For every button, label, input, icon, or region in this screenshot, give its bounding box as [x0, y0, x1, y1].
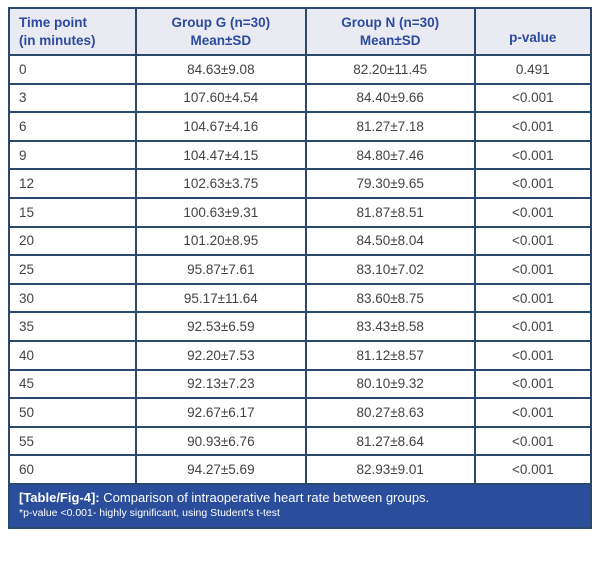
cell-p-value: <0.001: [473, 368, 593, 400]
cell-group-n: 80.10±9.32: [304, 368, 476, 400]
cell-time-point: 6: [8, 111, 137, 142]
cell-group-g: 100.63±9.31: [134, 196, 307, 228]
table-body: 0 84.63±9.08 82.20±11.45 0.491 3 107.60±4.54 8…: [8, 54, 593, 485]
table-row: 35 92.53±6.59 83.43±8.58 <0.001: [8, 311, 593, 342]
cell-p-value: <0.001: [473, 454, 593, 485]
table-row: 20 101.20±8.95 84.50±8.04 <0.001: [8, 225, 593, 257]
cell-group-g: 92.67±6.17: [134, 397, 307, 428]
cell-time-point: 35: [8, 311, 137, 342]
cell-p-value: <0.001: [473, 339, 593, 371]
table-row: 55 90.93±6.76 81.27±8.64 <0.001: [8, 425, 593, 457]
cell-time-point: 9: [8, 139, 137, 171]
col-header-group-g: Group G (n=30) Mean±SD: [134, 7, 307, 56]
table-row: 15 100.63±9.31 81.87±8.51 <0.001: [8, 196, 593, 228]
cell-group-g: 95.17±11.64: [134, 282, 307, 314]
table-row: 12 102.63±3.75 79.30±9.65 <0.001: [8, 168, 593, 199]
cell-p-value: <0.001: [473, 282, 593, 314]
caption-label: [Table/Fig-4]:: [19, 489, 100, 505]
cell-time-point: 45: [8, 368, 137, 400]
cell-time-point: 25: [8, 254, 137, 285]
cell-time-point: 55: [8, 425, 137, 457]
cell-group-g: 102.63±3.75: [134, 168, 307, 199]
table-row: 30 95.17±11.64 83.60±8.75 <0.001: [8, 282, 593, 314]
cell-group-g: 104.67±4.16: [134, 111, 307, 142]
heart-rate-table: Time point (in minutes) Group G (n=30) M…: [8, 7, 593, 485]
caption-title: Comparison of intraoperative heart rate …: [103, 489, 430, 505]
table-row: 45 92.13±7.23 80.10±9.32 <0.001: [8, 368, 593, 400]
cell-group-n: 80.27±8.63: [304, 397, 476, 428]
cell-group-n: 83.43±8.58: [304, 311, 476, 342]
col-header-p-value: p-value: [473, 7, 593, 56]
cell-p-value: <0.001: [473, 425, 593, 457]
table-row: 40 92.20±7.53 81.12±8.57 <0.001: [8, 339, 593, 371]
cell-group-n: 84.50±8.04: [304, 225, 476, 257]
cell-p-value: <0.001: [473, 311, 593, 342]
cell-p-value: <0.001: [473, 397, 593, 428]
cell-time-point: 15: [8, 196, 137, 228]
table-row: 3 107.60±4.54 84.40±9.66 <0.001: [8, 82, 593, 114]
cell-group-n: 81.12±8.57: [304, 339, 476, 371]
cell-time-point: 20: [8, 225, 137, 257]
cell-group-n: 82.93±9.01: [304, 454, 476, 485]
cell-group-n: 82.20±11.45: [304, 54, 476, 85]
cell-time-point: 60: [8, 454, 137, 485]
cell-group-g: 92.20±7.53: [134, 339, 307, 371]
cell-p-value: <0.001: [473, 82, 593, 114]
cell-group-g: 95.87±7.61: [134, 254, 307, 285]
table-row: 9 104.47±4.15 84.80±7.46 <0.001: [8, 139, 593, 171]
table-header: Time point (in minutes) Group G (n=30) M…: [8, 7, 593, 56]
caption-footnote: *p-value <0.001- highly significant, usi…: [19, 507, 280, 520]
cell-time-point: 3: [8, 82, 137, 114]
cell-group-n: 83.60±8.75: [304, 282, 476, 314]
cell-time-point: 50: [8, 397, 137, 428]
cell-p-value: 0.491: [473, 54, 593, 85]
cell-group-g: 107.60±4.54: [134, 82, 307, 114]
cell-group-g: 94.27±5.69: [134, 454, 307, 485]
caption-title-line: [Table/Fig-4]: Comparison of intraoperat…: [19, 490, 581, 506]
cell-time-point: 0: [8, 54, 137, 85]
cell-group-n: 81.27±8.64: [304, 425, 476, 457]
table-row: 25 95.87±7.61 83.10±7.02 <0.001: [8, 254, 593, 285]
cell-group-g: 92.13±7.23: [134, 368, 307, 400]
cell-group-g: 92.53±6.59: [134, 311, 307, 342]
cell-time-point: 12: [8, 168, 137, 199]
col-header-group-n: Group N (n=30) Mean±SD: [304, 7, 476, 56]
cell-group-n: 81.87±8.51: [304, 196, 476, 228]
cell-p-value: <0.001: [473, 111, 593, 142]
cell-p-value: <0.001: [473, 225, 593, 257]
col-header-time-point: Time point (in minutes): [8, 7, 137, 56]
cell-time-point: 30: [8, 282, 137, 314]
table-row: 60 94.27±5.69 82.93±9.01 <0.001: [8, 454, 593, 485]
cell-p-value: <0.001: [473, 196, 593, 228]
table-row: 50 92.67±6.17 80.27±8.63 <0.001: [8, 397, 593, 428]
cell-group-g: 90.93±6.76: [134, 425, 307, 457]
cell-p-value: <0.001: [473, 168, 593, 199]
table-row: 6 104.67±4.16 81.27±7.18 <0.001: [8, 111, 593, 142]
cell-group-g: 84.63±9.08: [134, 54, 307, 85]
header-row: Time point (in minutes) Group G (n=30) M…: [8, 7, 593, 56]
cell-p-value: <0.001: [473, 139, 593, 171]
cell-group-n: 81.27±7.18: [304, 111, 476, 142]
cell-group-n: 83.10±7.02: [304, 254, 476, 285]
table-row: 0 84.63±9.08 82.20±11.45 0.491: [8, 54, 593, 85]
cell-p-value: <0.001: [473, 254, 593, 285]
cell-group-g: 104.47±4.15: [134, 139, 307, 171]
cell-group-n: 84.80±7.46: [304, 139, 476, 171]
cell-group-g: 101.20±8.95: [134, 225, 307, 257]
cell-group-n: 84.40±9.66: [304, 82, 476, 114]
cell-time-point: 40: [8, 339, 137, 371]
cell-group-n: 79.30±9.65: [304, 168, 476, 199]
table-caption: [Table/Fig-4]: Comparison of intraoperat…: [8, 484, 592, 529]
